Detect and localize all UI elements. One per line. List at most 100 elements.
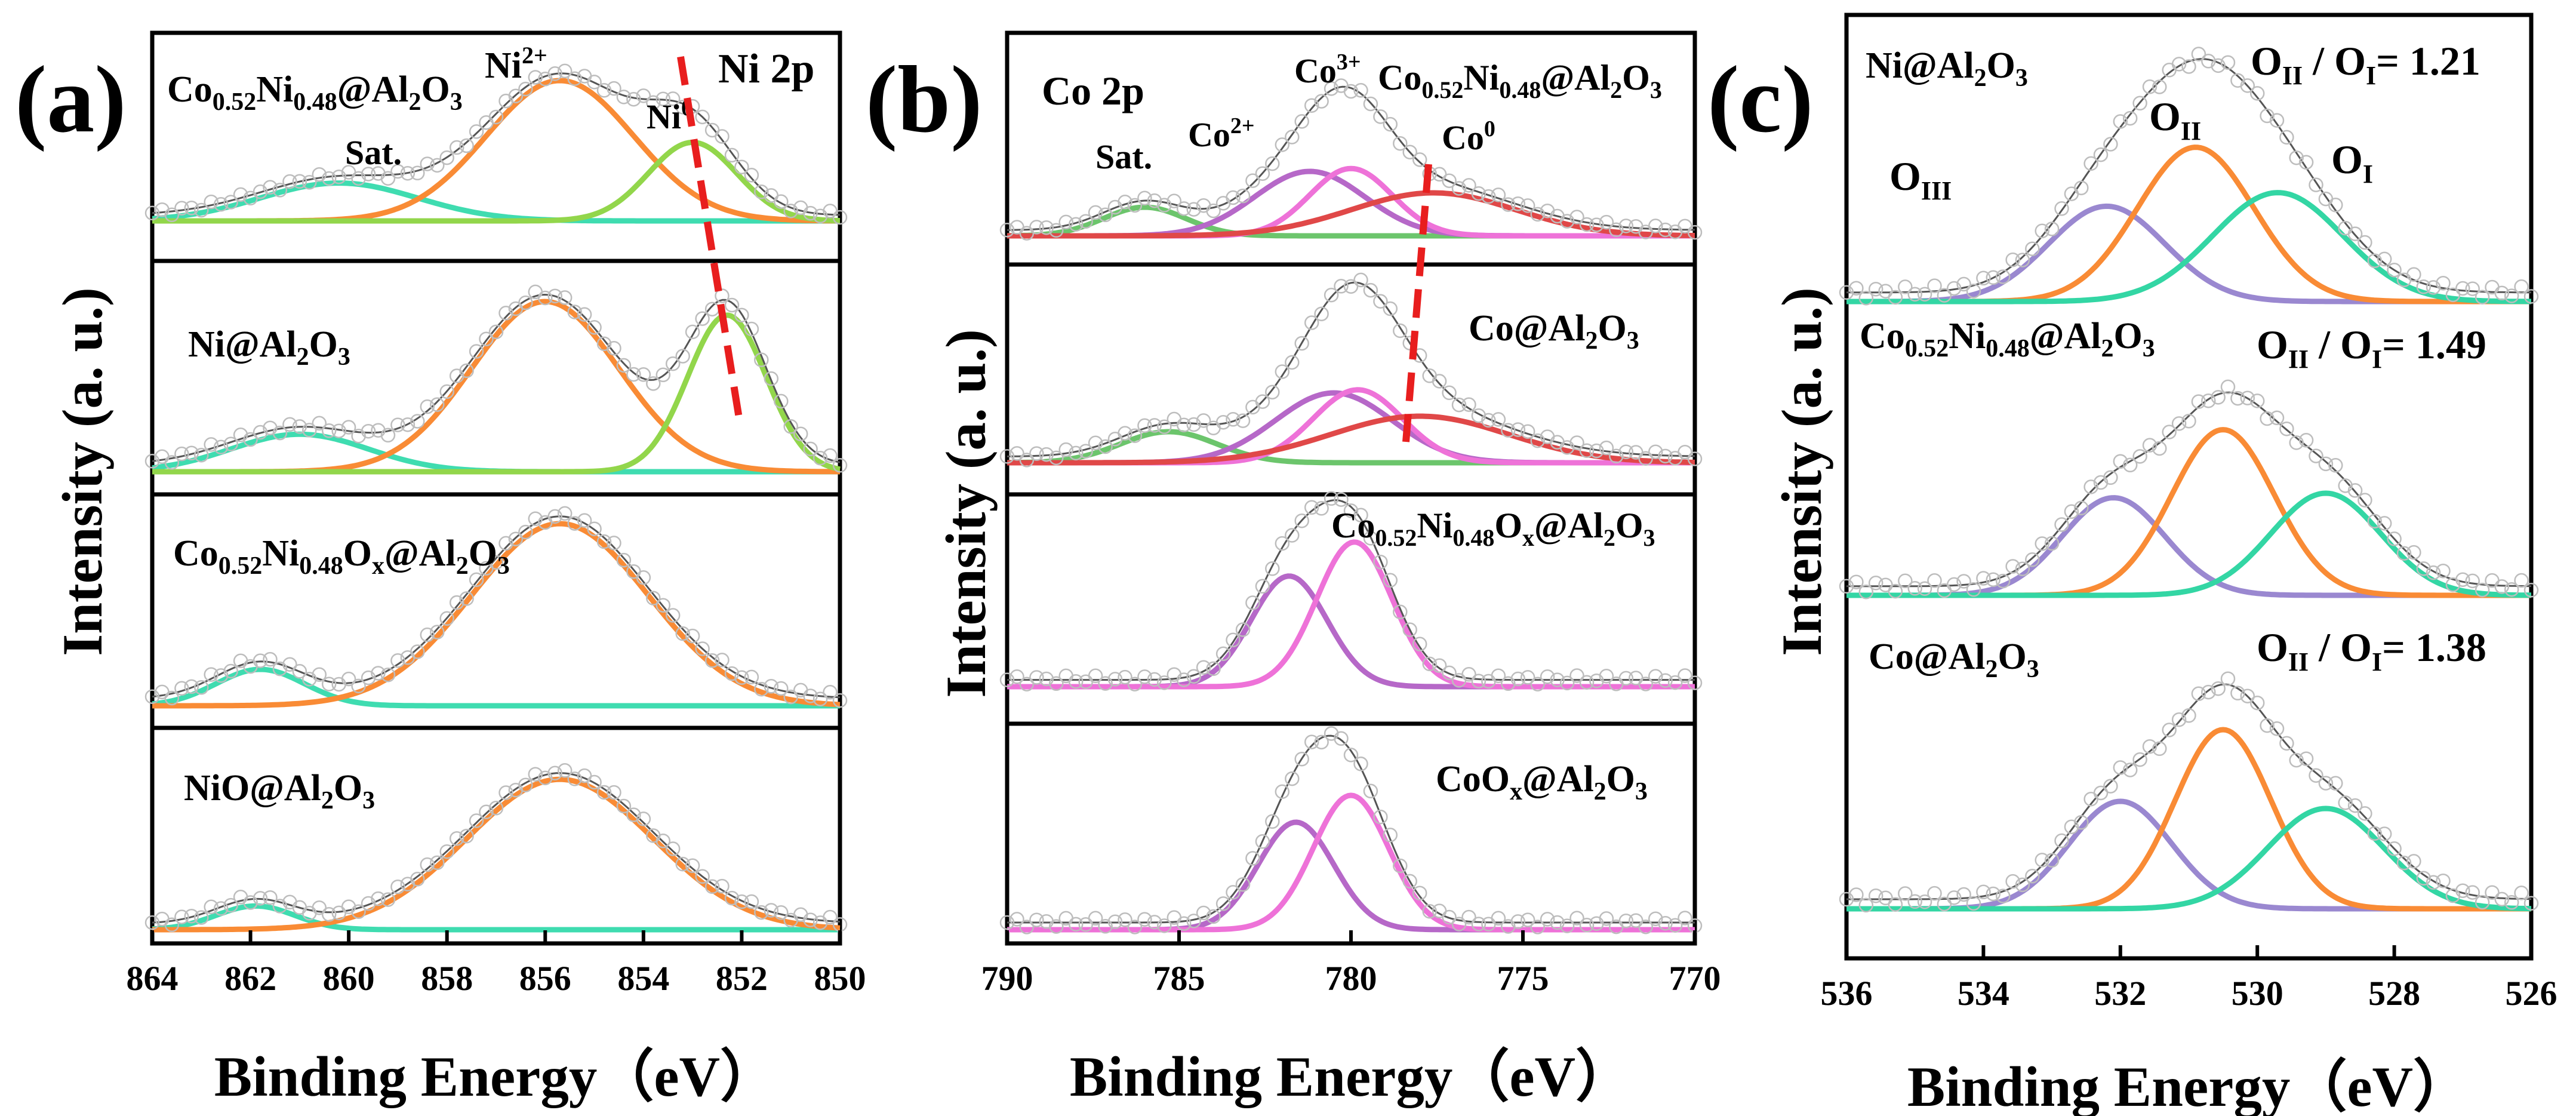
raw-data-point [1363,96,1378,112]
raw-data-point [636,811,651,826]
raw-data-point [2025,869,2040,884]
raw-data-point [272,661,288,677]
raw-data-point [1255,394,1270,409]
raw-data-point [2269,410,2285,426]
subplot-c-2: Co@Al2O3 OII / OI= 1.38 [1839,625,2539,913]
raw-data-point [1530,677,1545,691]
raw-data-point [1888,897,1903,912]
raw-data-point [144,915,160,930]
raw-data-point [1265,814,1280,829]
raw-data-point [1888,290,1903,305]
raw-data-point [2406,545,2421,560]
raw-data-point [1638,919,1653,934]
raw-data-point [557,63,573,79]
raw-data-point [2416,279,2432,294]
raw-data-point [2328,458,2343,473]
raw-data-point [1265,156,1280,171]
raw-data-point [263,651,278,667]
raw-data-point [2240,688,2255,703]
subplot-b-0: Co 2p Sat. Co2+ Co3+ Co0 Co0.52Ni0.48@Al… [999,50,1703,241]
raw-data-point [1058,214,1073,230]
raw-data-point [1839,891,1854,907]
raw-data-point [508,531,524,546]
raw-data-point [734,308,749,322]
x-tick-label: 780 [1325,959,1377,998]
raw-data-point [1010,912,1024,927]
raw-data-point [1098,439,1113,454]
sample-label-a-3: NiO@Al2O3 [184,768,375,814]
raw-data-point [2181,708,2196,723]
raw-data-point [2162,723,2177,737]
raw-data-point [2054,833,2069,848]
raw-data-point [2035,223,2049,239]
x-tick-label: 856 [519,959,571,998]
raw-data-point [1966,896,1981,911]
raw-data-point [2338,795,2353,810]
subplot-c-1: Co0.52Ni0.48@Al2O3 OII / OI= 1.49 [1839,316,2539,599]
raw-data-point [1167,193,1182,208]
raw-data-point [1118,195,1132,210]
raw-data-point [1888,583,1903,599]
raw-data-point [2064,186,2079,201]
raw-data-point [2396,546,2412,561]
raw-data-point [410,644,425,659]
raw-data-point [1294,114,1309,129]
raw-data-point [2377,516,2392,531]
raw-data-point [1226,412,1241,427]
raw-data-point [1019,920,1035,934]
raw-data-point [144,689,160,704]
raw-data-point [803,205,818,221]
xticks-c: 536 534 532 530 528 526 [1821,945,2557,1013]
peak-sat-curve [152,666,840,709]
raw-data-point [2269,721,2285,736]
raw-data-point [2015,877,2030,893]
raw-data-point [1559,675,1575,691]
raw-data-point [1235,188,1251,204]
raw-data-point [1569,668,1584,683]
raw-data-point [812,691,828,706]
raw-data-point [2514,573,2529,588]
raw-data-point [832,458,848,473]
raw-data-point [341,420,356,435]
raw-data-point [1334,279,1349,294]
raw-data-point [1849,887,1864,902]
raw-data-point [2416,871,2432,886]
raw-data-point [1995,573,2011,589]
raw-data-point [1530,433,1545,448]
x-tick-label: 528 [2368,974,2420,1013]
raw-data-point [1648,444,1663,459]
raw-data-point [430,625,445,640]
raw-data-point [1510,196,1526,211]
raw-data-point [459,828,474,844]
raw-data-point [439,384,454,399]
raw-data-point [999,915,1015,930]
annotation-co0-b: Co0 [1442,116,1495,157]
raw-data-point [1559,918,1575,933]
curves-c-0 [1839,47,2539,306]
raw-data-point [1186,669,1201,684]
raw-data-point [390,653,405,668]
raw-data-point [2358,235,2372,250]
sample-label-a-2: Co0.52Ni0.48Ox@Al2O3 [173,533,510,580]
raw-data-point [1569,210,1584,225]
raw-data-point [1107,914,1123,929]
raw-data-point [1235,622,1251,637]
raw-data-point [2338,478,2353,493]
raw-data-point [144,205,160,221]
raw-data-point [2093,147,2109,162]
raw-data-point [420,627,435,642]
raw-data-point [1137,418,1152,434]
raw-data-point [783,204,798,219]
raw-data-point [223,897,238,913]
raw-data-point [1383,301,1398,316]
raw-data-point [312,900,327,915]
raw-data-point [430,158,445,173]
raw-data-point [479,331,494,346]
raw-data-point [1147,193,1162,208]
raw-data-point [1039,671,1054,687]
raw-data-point [2504,895,2519,910]
raw-data-point [2142,739,2158,754]
raw-data-point [1599,214,1614,230]
raw-data-point [1868,576,1883,591]
ylabel-a: Intensity (a. u.) [51,287,114,656]
